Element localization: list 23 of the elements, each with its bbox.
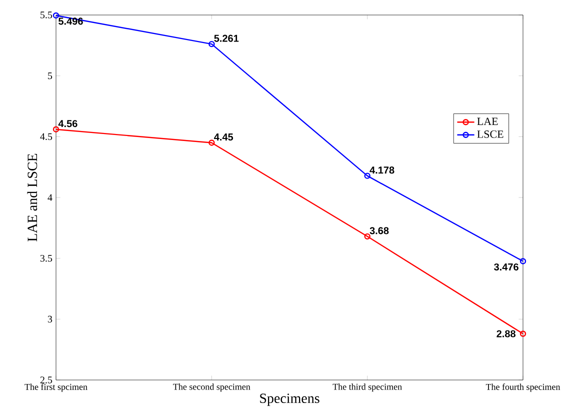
data-label: 4.56 [58, 120, 78, 128]
y-tick-label: 2.5 [40, 376, 52, 384]
legend-label: LSCE [477, 130, 504, 138]
y-tick-label: 3 [48, 316, 52, 323]
x-tick-label: The second specimen [173, 384, 250, 392]
y-axis-title: LAE and LSCE [27, 154, 38, 242]
data-label: 2.88 [496, 330, 516, 338]
data-label: 4.178 [370, 166, 394, 174]
data-label: 4.45 [214, 134, 234, 141]
x-axis-title: Specimens [260, 394, 320, 406]
x-tick-label: The first spcimen [24, 384, 88, 392]
y-tick-label: 4.5 [40, 133, 52, 140]
data-label: 3.476 [494, 263, 518, 271]
y-tick-label: 5.5 [40, 12, 52, 18]
y-tick-label: 3.5 [40, 254, 52, 262]
data-label: 3.68 [370, 227, 389, 234]
y-tick-label: 4 [48, 194, 52, 201]
legend-label: LAE [477, 118, 498, 126]
x-tick-label: The fourth specimen [486, 384, 560, 392]
y-tick-label: 5 [48, 72, 52, 80]
x-tick-label: The third specimen [332, 384, 402, 392]
data-label: 5.496 [58, 18, 83, 25]
data-label: 5.261 [214, 34, 239, 42]
